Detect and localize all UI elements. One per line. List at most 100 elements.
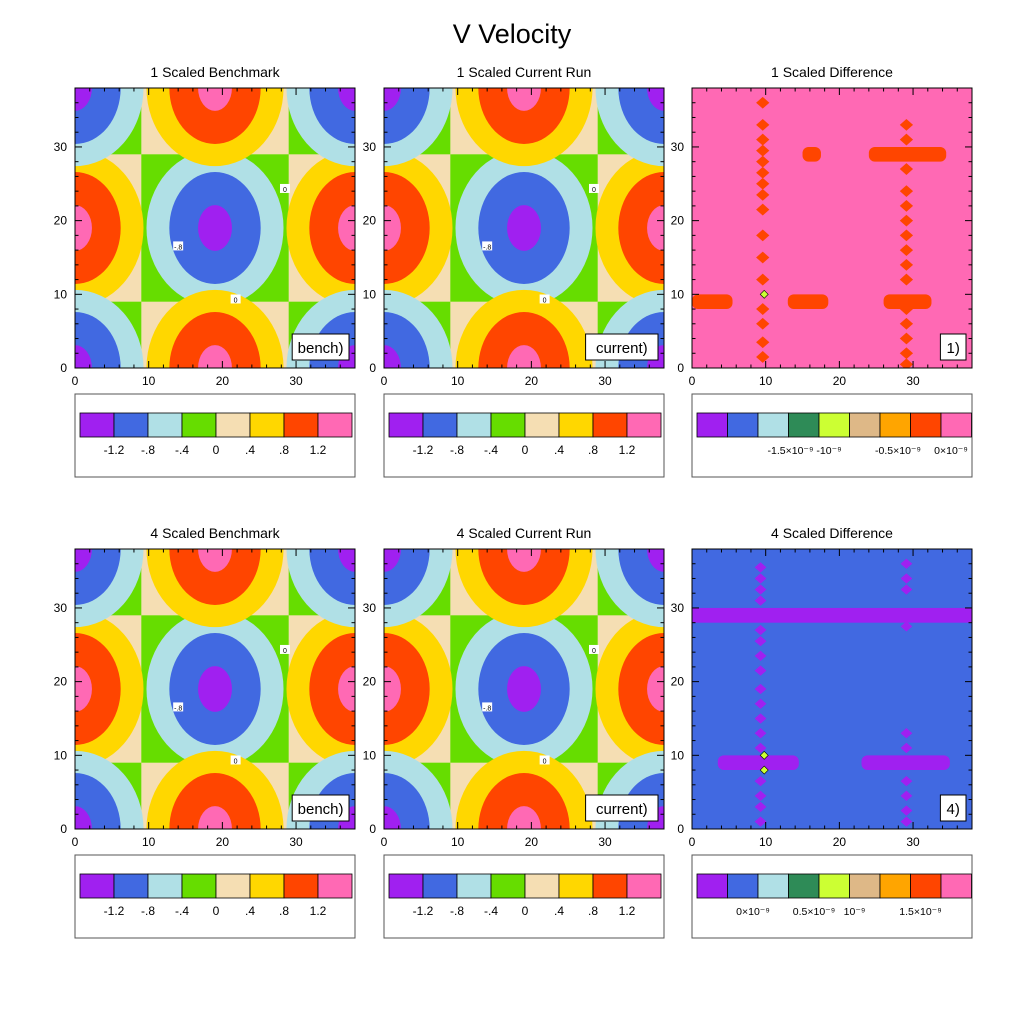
colorbar-label: 1.2 <box>310 904 327 918</box>
contour-pos-08 <box>384 633 430 745</box>
inset-label-box <box>291 333 350 361</box>
diff-blob <box>754 790 767 801</box>
colorbar-label: .4 <box>245 443 255 457</box>
main-title: V Velocity <box>453 19 572 49</box>
contour-pos-12 <box>647 205 664 251</box>
contour-pos-08 <box>618 172 664 284</box>
colorbar-label: -1.2 <box>413 443 434 457</box>
colorbar-swatch <box>757 412 789 438</box>
diff-marker <box>759 750 769 760</box>
panel-title: 1 Scaled Current Run <box>457 64 592 80</box>
inset-label: bench) <box>298 340 344 357</box>
colorbar-swatch <box>818 412 850 438</box>
colorbar-swatch <box>249 412 285 438</box>
contour-label-bg <box>173 702 184 712</box>
colorbar-swatch <box>422 412 458 438</box>
contour-pos-08 <box>169 773 261 829</box>
colorbar-swatch <box>524 873 560 899</box>
x-tick-label: 10 <box>759 835 773 849</box>
plot-frame <box>74 87 356 369</box>
contour-pos-12 <box>198 806 232 829</box>
contour-pos-08 <box>169 312 261 368</box>
colorbar-swatch <box>113 873 149 899</box>
diff-blob <box>899 273 914 286</box>
colorbar-swatch <box>849 873 881 899</box>
colorbar-label: -10⁻⁹ <box>816 445 841 457</box>
inset-label-box <box>291 794 350 822</box>
panel-title: 1 Scaled Benchmark <box>150 64 280 80</box>
diff-blob <box>900 584 913 595</box>
colorbar-label: -.4 <box>484 443 498 457</box>
diff-blob <box>899 118 914 131</box>
y-tick-label: 0 <box>60 822 67 836</box>
contour-pos-08 <box>75 633 121 745</box>
diff-blob <box>756 251 770 264</box>
panel-1: 1 Scaled Benchmark0-.8000101020203030ben… <box>54 64 356 478</box>
y-tick-label: 30 <box>54 601 68 615</box>
contour-pos-12 <box>507 345 541 368</box>
colorbar-swatch <box>283 873 319 899</box>
panel-6: 4 Scaled Difference 00 10 10 20 20 30 30 4) 0×10⁻… <box>671 525 973 939</box>
colorbar-swatch <box>283 412 319 438</box>
colorbar-swatch <box>113 412 149 438</box>
colorbar-swatch <box>249 873 285 899</box>
x-tick-label: 20 <box>216 835 230 849</box>
x-tick-label: 0 <box>72 835 79 849</box>
y-tick-label: 10 <box>671 748 685 762</box>
contour-neg-12 <box>647 549 664 572</box>
contour-neg-12 <box>647 88 664 111</box>
diff-blob <box>861 755 950 771</box>
diff-blob <box>868 146 947 162</box>
contour-label-bg <box>482 241 493 251</box>
diff-marker <box>759 289 769 299</box>
inset-label-box <box>939 794 967 822</box>
inset-label: current) <box>596 801 648 818</box>
contour-label: 0 <box>543 297 547 304</box>
contour-label-bg <box>280 183 290 193</box>
x-tick-label: 20 <box>833 374 847 388</box>
colorbar-label: 0 <box>522 443 529 457</box>
x-tick-label: 20 <box>216 374 230 388</box>
diff-blob <box>754 635 767 647</box>
diff-blob <box>900 621 913 632</box>
plot-frame <box>74 548 356 830</box>
diff-blob <box>756 133 770 146</box>
contour-label-bg <box>230 755 241 765</box>
contour-label: 0 <box>234 297 238 304</box>
diff-blob <box>754 775 767 787</box>
diff-blob <box>900 816 913 827</box>
colorbar-label: -0.5×10⁻⁹ <box>875 445 921 457</box>
colorbar-swatch <box>558 873 594 899</box>
inset-label-box <box>939 333 967 361</box>
colorbar-label: .8 <box>588 904 598 918</box>
contour-pos-12 <box>198 88 232 111</box>
contour-neg-12 <box>75 806 92 829</box>
field-layer <box>75 88 355 368</box>
panel-3: 1 Scaled Difference 00 10 10 20 20 30 30 1) -1.5×… <box>671 64 973 478</box>
diff-blob <box>756 118 770 131</box>
colorbar-label: -.4 <box>484 904 498 918</box>
colorbar-label: -.8 <box>450 443 464 457</box>
contour-pos-08 <box>169 549 261 605</box>
colorbar-label: -.4 <box>175 904 189 918</box>
y-tick-label: 20 <box>363 675 377 689</box>
colorbar-swatch <box>490 412 526 438</box>
y-tick-label: 30 <box>671 601 685 615</box>
diff-blob <box>754 713 767 724</box>
inset-label-box <box>585 333 659 361</box>
diff-blob <box>756 273 770 286</box>
field-layer <box>692 549 972 829</box>
x-tick-label: 10 <box>451 374 465 388</box>
x-tick-label: 10 <box>451 835 465 849</box>
colorbar-swatch <box>558 412 594 438</box>
diff-blob <box>756 166 770 179</box>
contour-label-bg <box>589 644 599 654</box>
diff-blob <box>756 155 770 168</box>
colorbar-label: 1.5×10⁻⁹ <box>899 906 941 918</box>
colorbar-swatch <box>422 873 458 899</box>
x-tick-label: 30 <box>598 835 612 849</box>
contour-neg-12 <box>198 666 232 712</box>
colorbar-swatch <box>79 873 115 899</box>
panel-title: 4 Scaled Difference <box>771 525 893 541</box>
y-tick-label: 0 <box>369 822 376 836</box>
